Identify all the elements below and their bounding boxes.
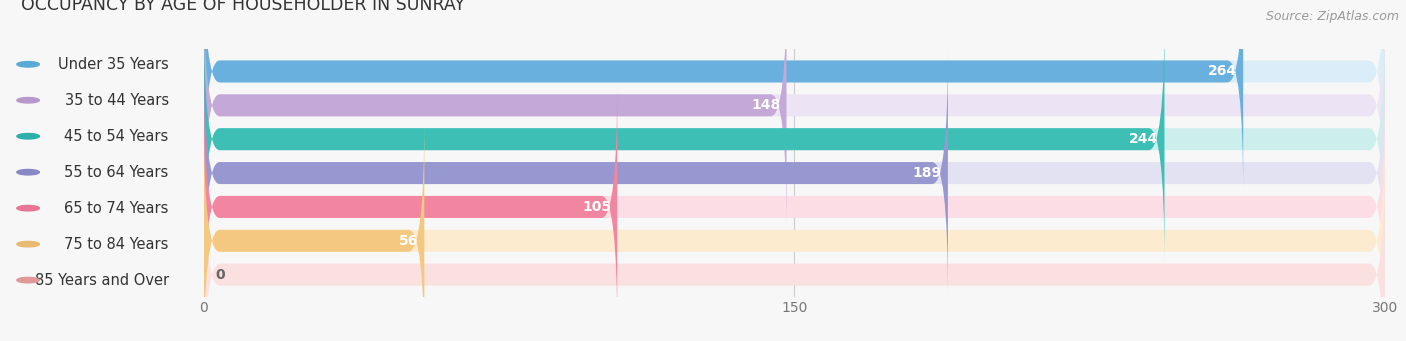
- Text: 189: 189: [912, 166, 942, 180]
- FancyBboxPatch shape: [204, 0, 1243, 196]
- FancyBboxPatch shape: [204, 0, 1385, 230]
- FancyBboxPatch shape: [204, 49, 1385, 297]
- FancyBboxPatch shape: [204, 83, 1385, 331]
- FancyBboxPatch shape: [204, 15, 1164, 264]
- Text: 244: 244: [1129, 132, 1159, 146]
- Text: 65 to 74 Years: 65 to 74 Years: [65, 201, 169, 216]
- Text: 45 to 54 Years: 45 to 54 Years: [65, 129, 169, 144]
- Text: OCCUPANCY BY AGE OF HOUSEHOLDER IN SUNRAY: OCCUPANCY BY AGE OF HOUSEHOLDER IN SUNRA…: [21, 0, 465, 14]
- Text: 264: 264: [1208, 64, 1237, 78]
- Text: 35 to 44 Years: 35 to 44 Years: [65, 93, 169, 108]
- FancyBboxPatch shape: [204, 49, 948, 297]
- Text: 148: 148: [751, 98, 780, 112]
- Text: Under 35 Years: Under 35 Years: [58, 57, 169, 72]
- FancyBboxPatch shape: [204, 116, 425, 341]
- Text: 55 to 64 Years: 55 to 64 Years: [65, 165, 169, 180]
- FancyBboxPatch shape: [204, 116, 1385, 341]
- Text: 75 to 84 Years: 75 to 84 Years: [65, 237, 169, 252]
- Text: 105: 105: [582, 200, 612, 214]
- FancyBboxPatch shape: [204, 15, 1385, 264]
- FancyBboxPatch shape: [204, 83, 617, 331]
- FancyBboxPatch shape: [204, 150, 1385, 341]
- Text: 0: 0: [215, 268, 225, 282]
- Text: Source: ZipAtlas.com: Source: ZipAtlas.com: [1265, 10, 1399, 23]
- FancyBboxPatch shape: [204, 0, 786, 230]
- Text: 85 Years and Over: 85 Years and Over: [35, 272, 169, 287]
- Text: 56: 56: [399, 234, 419, 248]
- FancyBboxPatch shape: [204, 0, 1385, 196]
